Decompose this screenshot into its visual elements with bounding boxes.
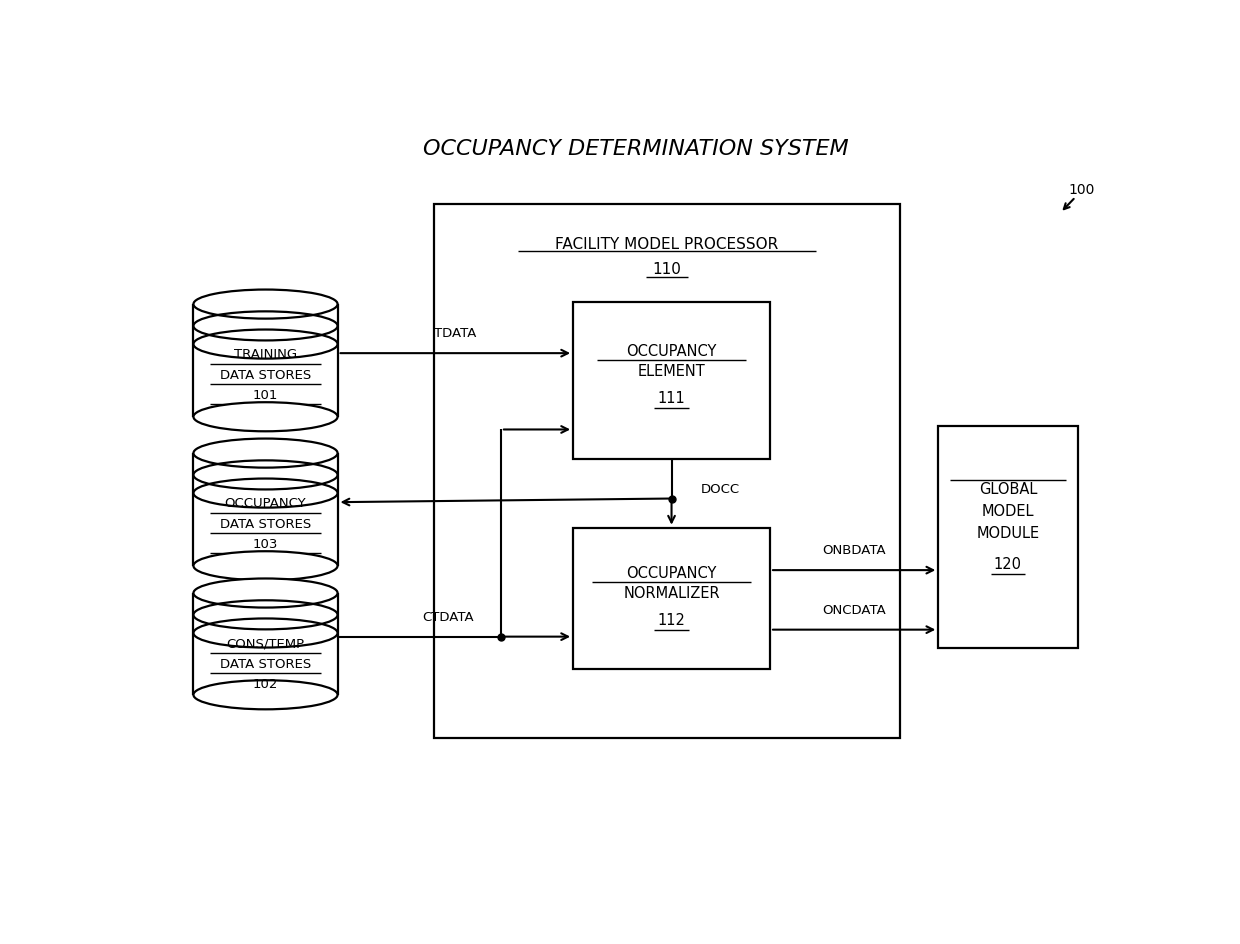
Bar: [434, 204, 900, 738]
Text: 103: 103: [253, 538, 278, 551]
Bar: [573, 528, 770, 669]
Text: TDATA: TDATA: [434, 327, 476, 340]
Text: DATA STORES: DATA STORES: [219, 518, 311, 531]
Text: ONCDATA: ONCDATA: [822, 603, 887, 616]
Text: ELEMENT: ELEMENT: [637, 364, 706, 379]
Text: MODULE: MODULE: [976, 526, 1039, 541]
Text: DOCC: DOCC: [701, 483, 739, 497]
Text: 120: 120: [994, 557, 1022, 572]
Text: 110: 110: [652, 262, 681, 277]
Ellipse shape: [193, 551, 337, 581]
Text: FACILITY MODEL PROCESSOR: FACILITY MODEL PROCESSOR: [556, 237, 779, 252]
Text: 102: 102: [253, 678, 278, 691]
Text: DATA STORES: DATA STORES: [219, 658, 311, 671]
Bar: [939, 426, 1078, 648]
Text: 100: 100: [1068, 182, 1095, 196]
Text: 112: 112: [657, 613, 686, 628]
Text: ONBDATA: ONBDATA: [822, 544, 885, 557]
Ellipse shape: [193, 681, 337, 709]
Text: TRAINING: TRAINING: [234, 348, 298, 362]
Ellipse shape: [193, 402, 337, 431]
Text: OCCUPANCY: OCCUPANCY: [626, 344, 717, 359]
Text: DATA STORES: DATA STORES: [219, 369, 311, 381]
Text: CONS/TEMP: CONS/TEMP: [227, 637, 305, 650]
Text: CTDATA: CTDATA: [423, 611, 474, 624]
Ellipse shape: [193, 579, 337, 608]
Text: OCCUPANCY: OCCUPANCY: [224, 497, 306, 511]
Bar: [573, 302, 770, 459]
Text: NORMALIZER: NORMALIZER: [624, 586, 720, 601]
Text: OCCUPANCY DETERMINATION SYSTEM: OCCUPANCY DETERMINATION SYSTEM: [423, 139, 848, 159]
Text: 101: 101: [253, 389, 278, 402]
Text: GLOBAL: GLOBAL: [978, 482, 1037, 497]
Text: 111: 111: [657, 391, 686, 406]
Ellipse shape: [193, 439, 337, 467]
Text: MODEL: MODEL: [982, 504, 1034, 519]
Text: OCCUPANCY: OCCUPANCY: [626, 565, 717, 581]
Ellipse shape: [193, 290, 337, 319]
